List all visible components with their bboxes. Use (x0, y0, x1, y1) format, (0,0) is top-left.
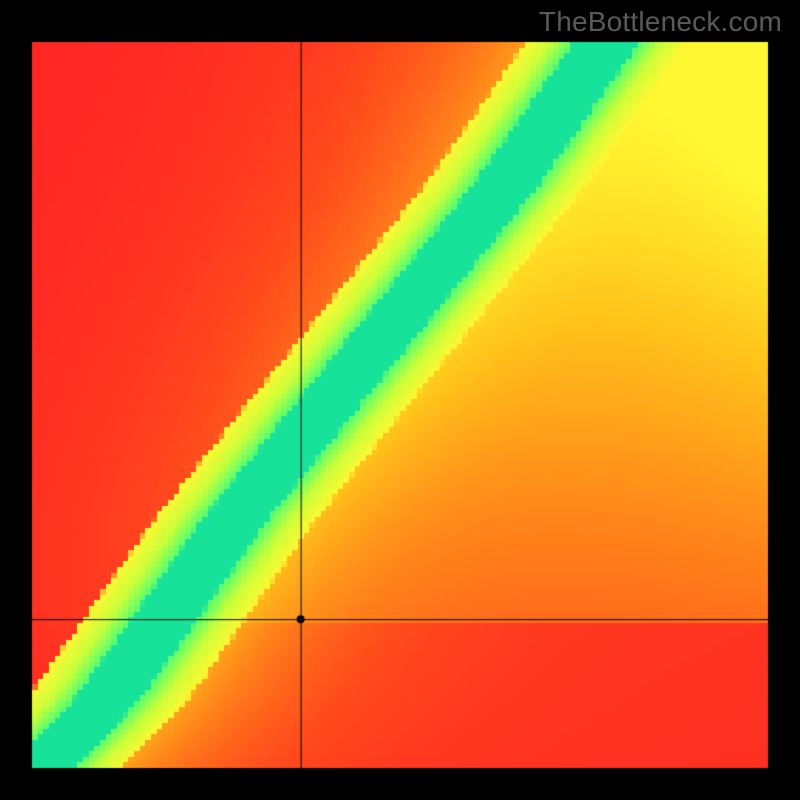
attribution-label: TheBottleneck.com (539, 6, 782, 38)
bottleneck-heatmap: TheBottleneck.com (0, 0, 800, 800)
heatmap-canvas (0, 0, 800, 800)
